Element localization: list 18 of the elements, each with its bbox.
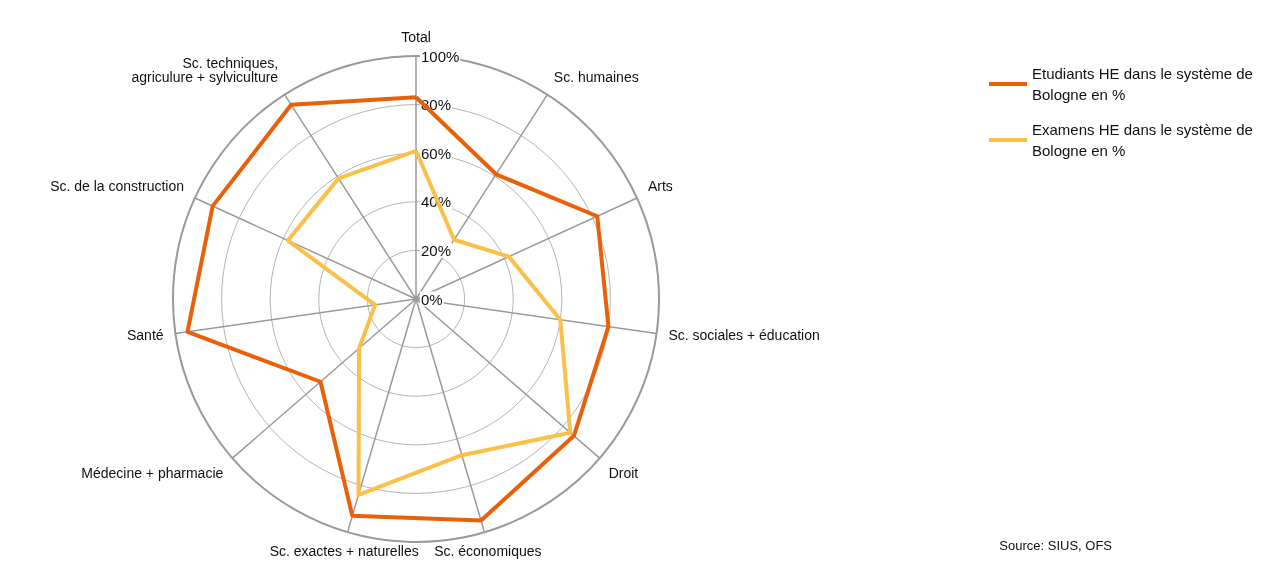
- spoke-label: Sc. humaines: [553, 69, 639, 86]
- legend-label: Etudiants HE dans le système de Bologne en %: [1032, 65, 1258, 103]
- spoke-label: Sc. économiques: [434, 542, 542, 559]
- y-tick-label: 20%: [421, 241, 452, 259]
- source-note: Source: SIUS, OFS: [999, 538, 1113, 553]
- y-tick-label: 60%: [421, 144, 452, 162]
- spoke-label: Santé: [127, 327, 164, 344]
- spoke-label: Sc. sociales + éducation: [668, 327, 820, 344]
- spoke-label: Médecine + pharmacie: [81, 464, 224, 481]
- spoke-label: Sc. de la construction: [50, 178, 185, 195]
- y-tick-label: 0%: [421, 290, 443, 308]
- spoke-label: Arts: [647, 178, 673, 195]
- spoke-label: Total: [401, 29, 431, 45]
- legend-label: Examens HE dans le système de Bologne en %: [1032, 121, 1258, 159]
- y-tick-label: 100%: [421, 47, 460, 65]
- spoke-label: Sc. techniques, agriculure + sylviculture: [131, 55, 279, 86]
- spoke-label: Droit: [608, 464, 639, 481]
- spoke-label: Sc. exactes + naturelles: [269, 542, 419, 559]
